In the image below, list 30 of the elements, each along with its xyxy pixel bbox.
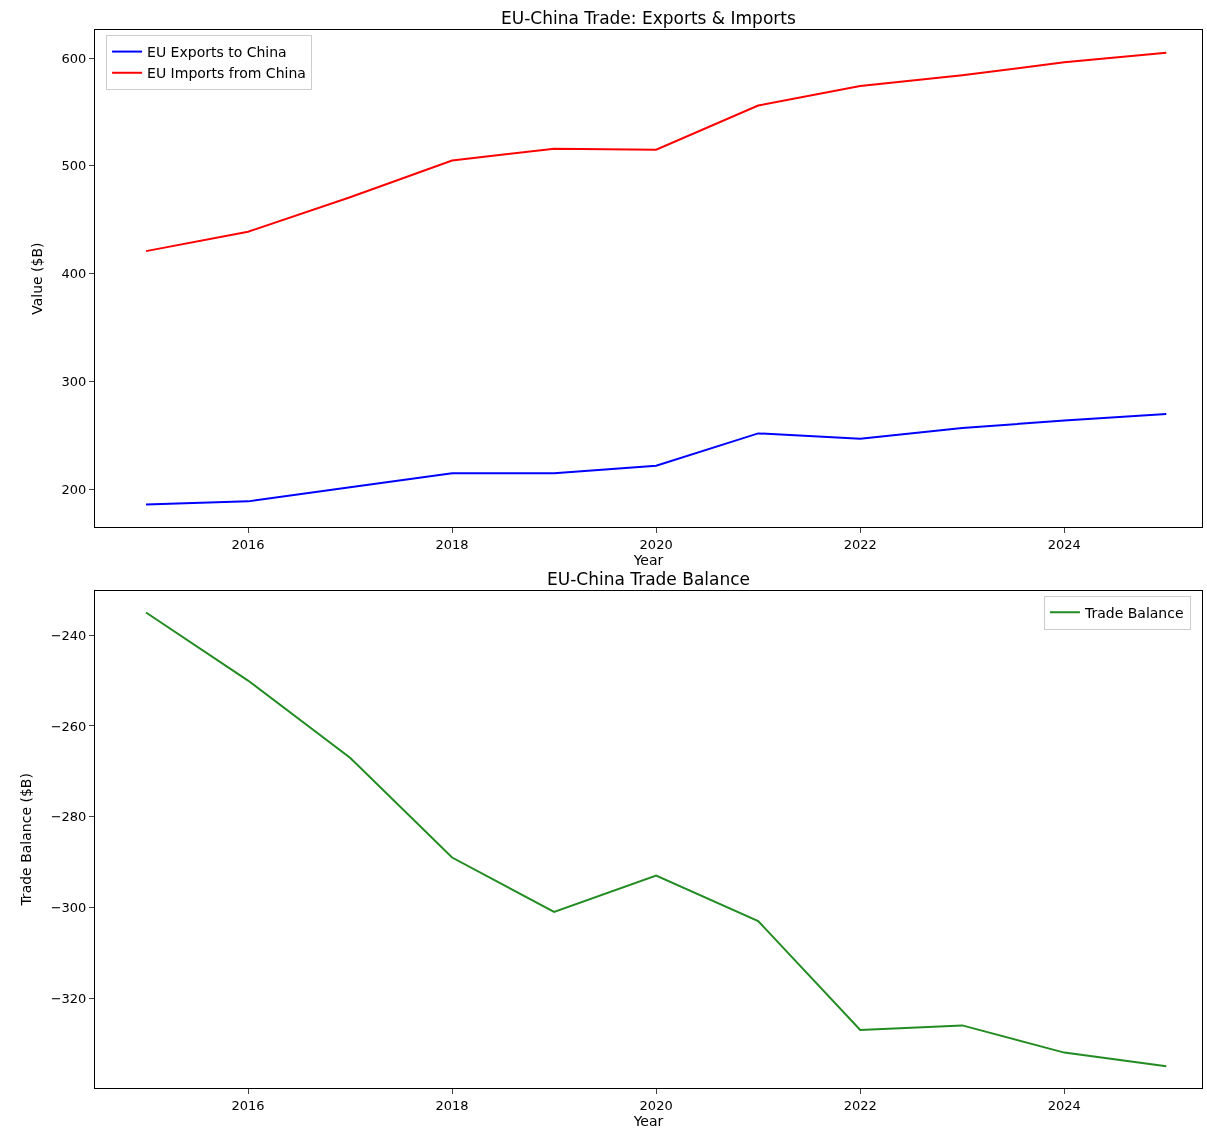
y-tick-label: −300	[50, 899, 87, 915]
chart-title: EU-China Trade Balance	[547, 569, 751, 589]
y-tick-label: 300	[61, 374, 87, 390]
x-axis-title: Year	[632, 1112, 664, 1129]
y-tick-label: 600	[61, 50, 87, 66]
x-tick-label: 2022	[843, 1097, 877, 1113]
y-tick-label: 200	[61, 482, 87, 498]
legend-label: EU Imports from China	[147, 65, 306, 82]
legend-label: Trade Balance	[1083, 604, 1184, 621]
x-tick-label: 2018	[435, 1097, 469, 1113]
x-tick-label: 2016	[231, 1097, 265, 1113]
y-tick-label: −260	[50, 718, 87, 734]
y-tick-label: −320	[50, 990, 87, 1006]
x-tick-label: 2022	[843, 536, 877, 552]
x-axis-title: Year	[632, 551, 664, 568]
y-tick-label: 400	[61, 266, 87, 282]
y-tick-label: −280	[50, 809, 87, 825]
legend-label: EU Exports to China	[147, 44, 287, 61]
x-tick-label: 2020	[639, 1097, 673, 1113]
x-tick-label: 2024	[1047, 1097, 1081, 1113]
line-series	[145, 413, 1168, 506]
x-tick-label: 2020	[639, 536, 673, 552]
x-tick-label: 2024	[1047, 536, 1081, 552]
y-tick-label: 500	[61, 158, 87, 174]
chart-title: EU-China Trade: Exports & Imports	[501, 8, 796, 28]
y-axis-title: Trade Balance ($B)	[18, 773, 35, 907]
y-axis-title: Value ($B)	[29, 242, 46, 315]
x-tick-label: 2016	[231, 536, 265, 552]
y-tick-label: −240	[50, 627, 87, 643]
x-tick-label: 2018	[435, 536, 469, 552]
